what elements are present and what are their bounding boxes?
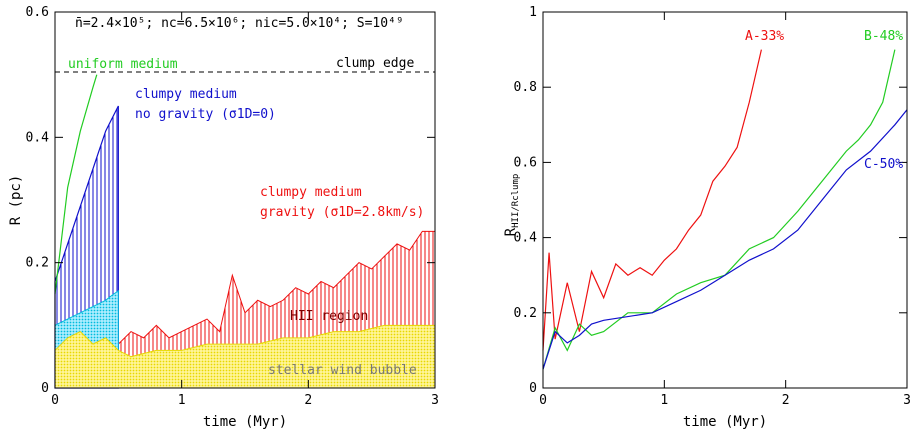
right-axis-ticks: 0 1 2 3 0 0.2 0.4 0.6 0.8 1: [514, 5, 911, 408]
header-params: n̄=2.4×10⁵; nc=6.5×10⁶; nic=5.0×10⁴; S=1…: [75, 16, 404, 31]
left-plot-frame: [54, 11, 436, 389]
right-plot-area: [542, 49, 908, 370]
left-ytick-label: 0.4: [26, 130, 50, 145]
series-line-b: [542, 49, 896, 370]
annot-clumpy-nograv-1: clumpy medium: [135, 87, 237, 102]
left-xtick-label: 1: [178, 393, 186, 408]
left-ylabel: R (pc): [8, 175, 24, 226]
left-xtick-label: 2: [304, 393, 312, 408]
left-ytick-label: 0.6: [26, 5, 49, 20]
label-series-b: B-48%: [864, 29, 903, 44]
series-line-c: [542, 109, 908, 370]
right-xlabel: time (Myr): [683, 414, 767, 430]
label-series-a: A-33%: [745, 29, 784, 44]
left-plot-area: [54, 74, 436, 389]
left-panel: 0 1 2 3 0 0.2 0.4 0.6 clump edge n̄=2.4×10⁵; nc…: [8, 5, 439, 430]
right-xtick-label: 2: [782, 393, 790, 408]
left-xtick-label: 0: [51, 393, 59, 408]
clump-edge-label: clump edge: [336, 56, 414, 71]
annot-stellar-wind: stellar wind bubble: [268, 363, 417, 378]
annot-hii-region: HII region: [290, 309, 368, 324]
annot-clumpy-nograv-2: no gravity (σ1D=0): [135, 107, 276, 122]
right-xtick-label: 3: [903, 393, 911, 408]
annot-clumpy-grav-2: gravity (σ1D=2.8km/s): [260, 205, 424, 220]
wind-bubble-area: [54, 324, 436, 389]
right-xtick-label: 0: [539, 393, 547, 408]
series-line-a: [542, 49, 762, 351]
right-ytick-label: 0: [529, 381, 537, 396]
right-ytick-label: 1: [529, 5, 537, 20]
left-xlabel: time (Myr): [203, 414, 287, 430]
left-ytick-label: 0.2: [26, 256, 49, 271]
annot-uniform-medium: uniform medium: [68, 57, 178, 72]
right-ytick-label: 0.4: [514, 231, 538, 246]
left-ytick-label: 0: [41, 381, 49, 396]
label-series-c: C-50%: [864, 157, 903, 172]
left-axis-ticks: 0 1 2 3 0 0.2 0.4 0.6: [26, 5, 439, 408]
right-ytick-label: 0.2: [514, 306, 537, 321]
right-ytick-label: 0.8: [514, 80, 537, 95]
right-panel: 0 1 2 3 0 0.2 0.4 0.6 0.8 1 A-33% B-48% C-50% tim…: [503, 5, 911, 430]
right-ytick-label: 0.6: [514, 155, 537, 170]
right-plot-frame: [542, 11, 908, 389]
uniform-medium-line: [54, 74, 98, 295]
right-xtick-label: 1: [660, 393, 668, 408]
annot-clumpy-grav-1: clumpy medium: [260, 185, 362, 200]
right-ylabel: RHII/Rclump: [503, 174, 521, 237]
left-xtick-label: 3: [431, 393, 439, 408]
